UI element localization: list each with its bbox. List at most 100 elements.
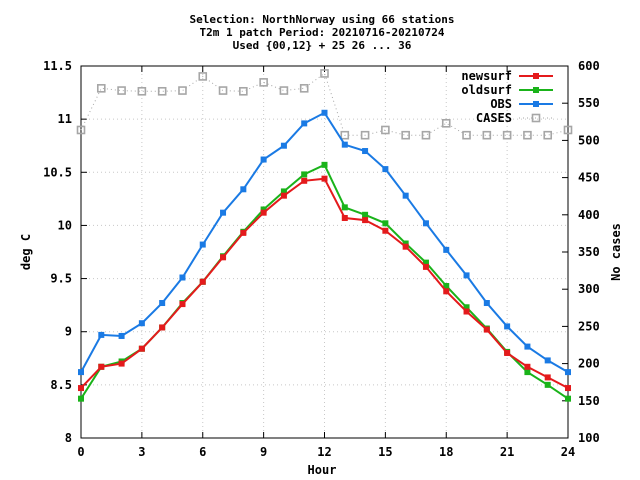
data-point [117, 86, 126, 95]
data-point [360, 130, 370, 140]
legend-marker [533, 73, 539, 79]
data-point [381, 125, 390, 135]
legend-label: OBS [490, 97, 512, 111]
data-point [462, 130, 471, 140]
data-point [179, 274, 186, 281]
series-line-oldsurf [80, 163, 569, 400]
data-point [118, 332, 125, 339]
data-point [321, 161, 328, 168]
data-point [280, 192, 287, 199]
data-point [96, 84, 106, 93]
data-point [402, 243, 409, 250]
data-point [159, 300, 166, 307]
data-point [280, 188, 287, 195]
x-tick-label: 3 [138, 445, 145, 459]
data-point [341, 141, 348, 148]
data-point [321, 109, 328, 116]
data-point [422, 220, 429, 227]
y-tick-label: 11 [58, 112, 72, 126]
y-axis-ticks: 8 8.5 9 9.5 10 10.5 11 11.5 [43, 59, 87, 445]
data-point [220, 254, 227, 261]
data-point [301, 177, 308, 184]
data-point [321, 175, 328, 182]
y-tick-label: 10.5 [43, 165, 72, 179]
data-point [422, 259, 429, 266]
data-point [341, 214, 348, 221]
y2-tick-label: 300 [578, 282, 600, 296]
legend-marker [533, 87, 539, 93]
y2-axis-label: No cases [609, 223, 623, 281]
data-point [443, 288, 450, 295]
data-point [565, 385, 571, 392]
data-point [179, 301, 186, 308]
title-line-1: Selection: NorthNorway using 66 stations [190, 13, 455, 26]
data-point [260, 156, 267, 163]
data-point [118, 360, 125, 367]
data-point [299, 84, 309, 93]
x-axis-ticks: 0 3 6 9 12 15 18 21 24 [77, 66, 575, 459]
data-point [524, 363, 531, 370]
data-point [443, 283, 450, 290]
y2-tick-label: 100 [578, 431, 600, 445]
data-point [463, 308, 470, 315]
data-point [504, 349, 511, 356]
series-obs [78, 109, 571, 376]
data-point [502, 130, 512, 140]
y2-tick-label: 200 [578, 357, 600, 371]
y-tick-label: 8.5 [50, 378, 72, 392]
data-point [138, 320, 145, 327]
data-point [421, 130, 431, 140]
data-point [279, 86, 289, 95]
y2-tick-label: 600 [578, 59, 600, 73]
y-tick-label: 9.5 [50, 272, 72, 286]
data-point [301, 171, 308, 178]
legend-label: newsurf [461, 69, 512, 83]
data-point [98, 363, 105, 370]
data-point [260, 206, 267, 213]
x-tick-label: 24 [561, 445, 575, 459]
data-point [362, 148, 369, 155]
data-point [463, 272, 470, 279]
data-point [78, 385, 84, 392]
y-tick-label: 11.5 [43, 59, 72, 73]
data-point [563, 125, 573, 135]
data-point [240, 186, 247, 193]
series-cases [76, 69, 573, 140]
title-line-3: Used {00,12} + 25 26 ... 36 [233, 39, 412, 52]
data-point [78, 395, 84, 402]
x-tick-label: 15 [378, 445, 392, 459]
data-point [543, 130, 553, 140]
data-point [483, 300, 490, 307]
data-point [463, 304, 470, 311]
y-tick-label: 10 [58, 218, 72, 232]
x-tick-label: 9 [260, 445, 267, 459]
y2-tick-label: 500 [578, 133, 600, 147]
series-newsurf [78, 175, 571, 392]
data-point [98, 331, 105, 338]
data-point [218, 86, 228, 95]
data-point [239, 86, 248, 96]
data-point [382, 227, 389, 234]
y-axis-label: deg C [19, 234, 33, 270]
data-point [362, 211, 369, 218]
series-oldsurf [78, 161, 571, 402]
data-point [259, 78, 268, 87]
x-tick-label: 0 [77, 445, 84, 459]
y2-axis-ticks: 100 150 200 250 300 350 400 450 500 550 600 [562, 59, 600, 445]
data-point [483, 326, 490, 333]
data-point [482, 130, 492, 140]
data-point [441, 118, 451, 128]
data-point [320, 69, 329, 78]
data-point [301, 120, 308, 127]
title-line-2: T2m 1 patch Period: 20210716-20210724 [199, 26, 444, 39]
data-point [138, 345, 145, 352]
x-axis-label: Hour [308, 463, 337, 477]
x-tick-label: 18 [439, 445, 453, 459]
data-point [401, 130, 410, 140]
data-point [178, 86, 187, 95]
y-tick-label: 9 [65, 325, 72, 339]
data-point [199, 278, 206, 285]
data-point [199, 241, 206, 248]
data-point [76, 125, 86, 135]
